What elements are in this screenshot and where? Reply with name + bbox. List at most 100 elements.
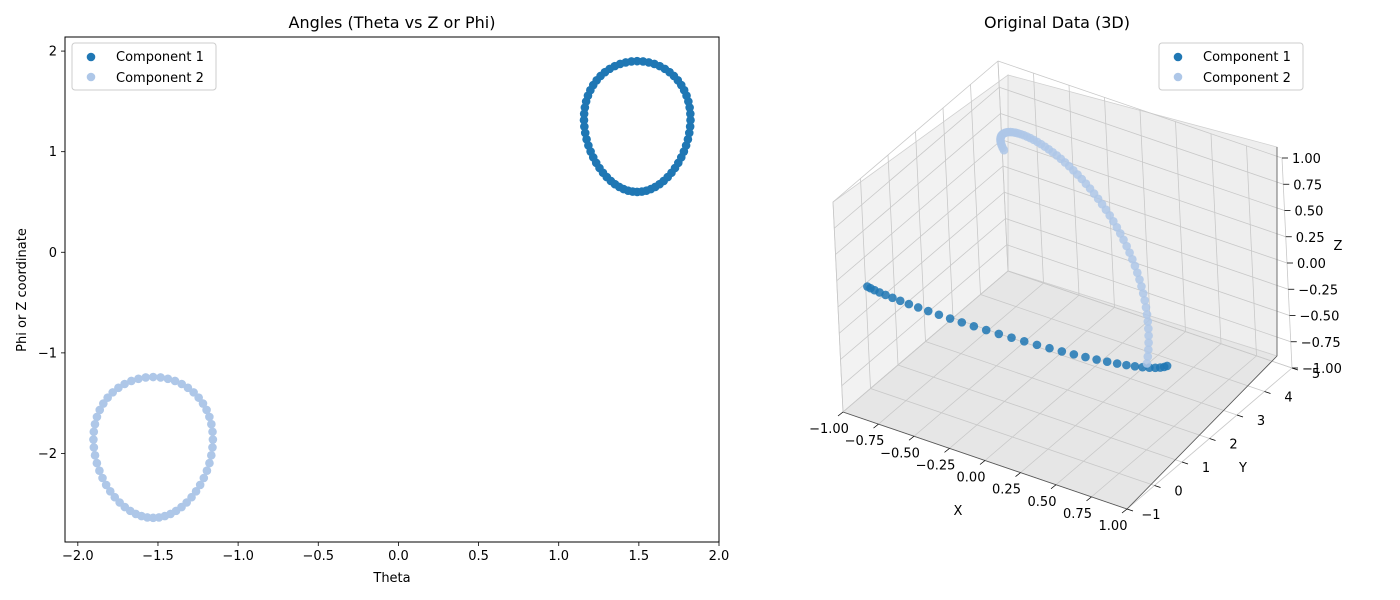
data-point-series-2 xyxy=(127,376,136,386)
data-point-series-2 xyxy=(199,473,209,483)
data-point-series-1 xyxy=(686,115,695,125)
data-point-series-2 xyxy=(1144,345,1153,354)
data-point-series-1 xyxy=(1007,333,1016,342)
y-tick-label: 0 xyxy=(1174,485,1182,500)
y-tick-mark xyxy=(1209,438,1216,441)
data-point-series-2 xyxy=(1138,289,1148,298)
x-tick-label: 2.0 xyxy=(709,549,730,564)
scatter-points-3d xyxy=(863,127,1172,373)
legend: Component 1 Component 2 xyxy=(1158,42,1304,91)
x-axis-ticks: −2.0 −1.5 −1.0 −0.5 0.0 0.5 1.0 1.5 2.0 xyxy=(62,542,729,564)
legend-box xyxy=(71,42,217,91)
grid-line xyxy=(999,86,1284,185)
x-tick-mark xyxy=(979,460,986,465)
z-tick-label: 0.00 xyxy=(1297,257,1326,272)
z-tick-label: −0.75 xyxy=(1301,336,1341,351)
y-tick-mark xyxy=(1126,508,1134,512)
grid-line xyxy=(1002,165,1288,264)
data-point-series-2 xyxy=(1133,268,1142,278)
data-point-series-1 xyxy=(1081,352,1090,362)
x-tick-label: 0.50 xyxy=(1028,495,1057,510)
x-tick-label: −0.25 xyxy=(916,458,956,473)
y-tick-label: 2 xyxy=(1229,438,1237,453)
x-tick-label: 1.0 xyxy=(548,549,569,564)
y-tick-label: 1 xyxy=(1202,461,1210,476)
data-point-series-2 xyxy=(1142,359,1152,368)
data-point-series-1 xyxy=(913,303,923,312)
x-tick-label: 0.5 xyxy=(468,549,489,564)
grid-line xyxy=(833,86,1000,229)
grid-line xyxy=(1004,191,1289,290)
data-point-series-2 xyxy=(89,443,99,452)
z-tick-label: 0.50 xyxy=(1295,205,1324,220)
data-point-series-2 xyxy=(207,419,216,429)
legend-box xyxy=(1158,42,1304,91)
legend-marker-component-2 xyxy=(86,72,96,82)
x-tick-mark xyxy=(1015,472,1021,477)
data-point-series-2 xyxy=(101,480,111,490)
y-tick-label: 1 xyxy=(49,145,57,160)
legend-marker-component-1 xyxy=(86,52,96,62)
angles-chart: Angles (Theta vs Z or Phi) −2.0 −1.5 −1.0−… xyxy=(15,13,729,586)
legend-marker-component-1 xyxy=(1173,52,1183,62)
z-tick-label: −0.50 xyxy=(1300,310,1340,325)
data-point-series-2 xyxy=(90,419,100,429)
grid-line xyxy=(840,218,1006,360)
grid-line xyxy=(842,270,1009,413)
y-tick-label: 2 xyxy=(49,45,57,60)
data-point-series-1 xyxy=(934,310,944,320)
y-tick-label: −1 xyxy=(1141,508,1160,523)
grid-line xyxy=(870,388,1155,486)
data-point-series-2 xyxy=(1144,331,1153,340)
legend-label-component-2: Component 2 xyxy=(1203,71,1291,86)
legend-marker-component-2 xyxy=(1173,72,1183,82)
x-tick-mark xyxy=(908,435,915,441)
grid-line xyxy=(980,294,1265,392)
data-point-series-2 xyxy=(1122,241,1131,251)
data-point-series-1 xyxy=(945,314,955,323)
data-point-series-1 xyxy=(1069,350,1079,359)
y-tick-label: 5 xyxy=(1312,367,1320,382)
x-tick-mark xyxy=(1050,484,1057,490)
data-point-series-2 xyxy=(1144,338,1153,347)
data-point-series-2 xyxy=(191,487,201,496)
data-point-series-1 xyxy=(994,329,1004,339)
data-point-series-2 xyxy=(202,466,212,475)
y-axis-label: Y xyxy=(1238,461,1247,476)
data-point-series-2 xyxy=(1137,282,1146,291)
data-point-series-1 xyxy=(685,122,695,131)
data-point-series-2 xyxy=(208,435,218,444)
x-tick-label: 0.25 xyxy=(992,483,1021,498)
x-axis-label: X xyxy=(954,504,963,519)
grid-line xyxy=(897,364,1183,463)
data-point-series-2 xyxy=(103,393,112,402)
x-tick-mark xyxy=(1086,496,1092,502)
data-point-series-2 xyxy=(95,405,105,415)
data-point-series-2 xyxy=(89,427,99,437)
z-tick-label: −1.00 xyxy=(1302,362,1342,377)
x-axis-label: Theta xyxy=(372,571,410,586)
data-point-series-1 xyxy=(1130,362,1140,371)
data-point-series-1 xyxy=(684,128,694,138)
data-point-series-2 xyxy=(95,466,104,475)
x-tick-mark xyxy=(944,448,950,453)
y-axis-ticks: −2 −1 0 1 2 xyxy=(38,45,65,462)
data-point-series-1 xyxy=(904,299,914,309)
y-axis-label: Phi or Z coordinate xyxy=(15,228,30,352)
data-point-series-2 xyxy=(90,451,100,460)
x-tick-label: −2.0 xyxy=(62,549,94,564)
z-tick-label: 0.25 xyxy=(1296,231,1325,246)
grid-line xyxy=(1000,113,1285,211)
data-point-series-2 xyxy=(1141,303,1151,312)
x-tick-mark xyxy=(1121,508,1128,514)
data-point-series-2 xyxy=(98,473,107,483)
data-point-series-2 xyxy=(208,427,217,437)
z-axis-label: Z xyxy=(1334,239,1343,254)
data-point-series-2 xyxy=(92,412,102,422)
x-axis-ticks: −1.00−0.75−0.50−0.250.00 0.25 0.50 0.75 1.00 xyxy=(809,411,1128,534)
data-point-series-2 xyxy=(120,379,129,389)
x-tick-label: 1.5 xyxy=(629,549,650,564)
original-data-3d-chart: Original Data (3D) −1.00−0.75−0.50−0.250… xyxy=(809,13,1342,534)
data-point-series-2 xyxy=(163,374,173,384)
